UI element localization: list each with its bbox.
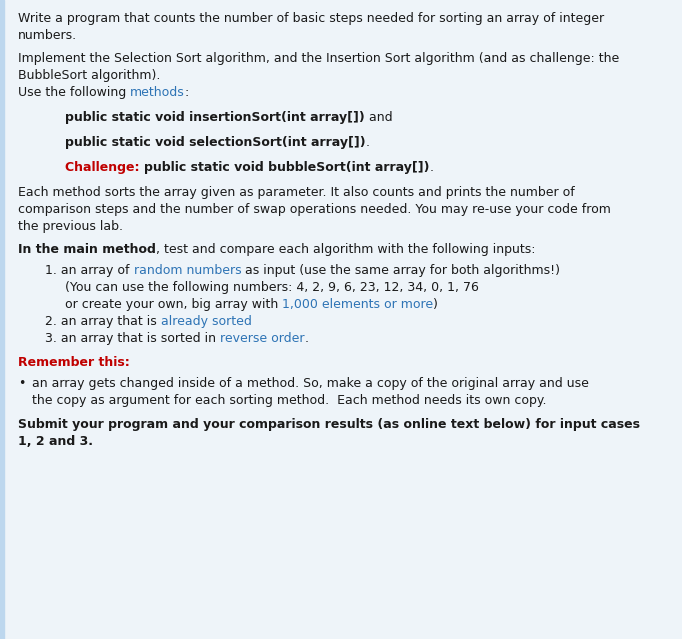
Text: Submit your program and your comparison results (as online text below) for input: Submit your program and your comparison …	[18, 418, 640, 431]
Text: BubbleSort algorithm).: BubbleSort algorithm).	[18, 69, 160, 82]
Text: 1, 2 and 3.: 1, 2 and 3.	[18, 435, 93, 448]
Text: :: :	[185, 86, 189, 99]
Text: public static void bubbleSort(int array[]): public static void bubbleSort(int array[…	[144, 161, 430, 174]
Text: 3. an array that is sorted in: 3. an array that is sorted in	[45, 332, 220, 345]
Text: 2. an array that is: 2. an array that is	[45, 315, 161, 328]
Text: random numbers: random numbers	[134, 264, 241, 277]
Bar	[0, 0, 4, 639]
Text: Implement the Selection Sort algorithm, and the Insertion Sort algorithm (and as: Implement the Selection Sort algorithm, …	[18, 52, 619, 65]
Text: an array gets changed inside of a method. So, make a copy of the original array : an array gets changed inside of a method…	[32, 377, 589, 390]
Text: Use the following: Use the following	[18, 86, 130, 99]
Text: already sorted: already sorted	[161, 315, 252, 328]
Text: , test and compare each algorithm with the following inputs:: , test and compare each algorithm with t…	[156, 243, 535, 256]
Text: •: •	[18, 377, 25, 390]
Text: comparison steps and the number of swap operations needed. You may re-use your c: comparison steps and the number of swap …	[18, 203, 611, 216]
Text: and: and	[365, 111, 392, 124]
Text: Remember this:: Remember this:	[18, 356, 130, 369]
Text: or create your own, big array with: or create your own, big array with	[65, 298, 282, 311]
Text: methods: methods	[130, 86, 185, 99]
Text: .: .	[430, 161, 433, 174]
Text: numbers.: numbers.	[18, 29, 77, 42]
Text: public static void selectionSort(int array[]): public static void selectionSort(int arr…	[65, 136, 366, 149]
Text: .: .	[304, 332, 308, 345]
Text: as input (use the same array for both algorithms!): as input (use the same array for both al…	[241, 264, 560, 277]
Text: Write a program that counts the number of basic steps needed for sorting an arra: Write a program that counts the number o…	[18, 12, 604, 25]
Text: In the main method: In the main method	[18, 243, 156, 256]
Text: ): )	[433, 298, 439, 311]
Text: Challenge:: Challenge:	[65, 161, 144, 174]
Text: 1,000 elements or more: 1,000 elements or more	[282, 298, 433, 311]
Text: .: .	[366, 136, 370, 149]
Text: 1. an array of: 1. an array of	[45, 264, 134, 277]
Text: the copy as argument for each sorting method.  Each method needs its own copy.: the copy as argument for each sorting me…	[32, 394, 546, 407]
Text: the previous lab.: the previous lab.	[18, 220, 123, 233]
Text: reverse order: reverse order	[220, 332, 304, 345]
Text: (You can use the following numbers: 4, 2, 9, 6, 23, 12, 34, 0, 1, 76: (You can use the following numbers: 4, 2…	[65, 281, 479, 294]
Text: public static void insertionSort(int array[]): public static void insertionSort(int arr…	[65, 111, 365, 124]
Text: Each method sorts the array given as parameter. It also counts and prints the nu: Each method sorts the array given as par…	[18, 186, 575, 199]
